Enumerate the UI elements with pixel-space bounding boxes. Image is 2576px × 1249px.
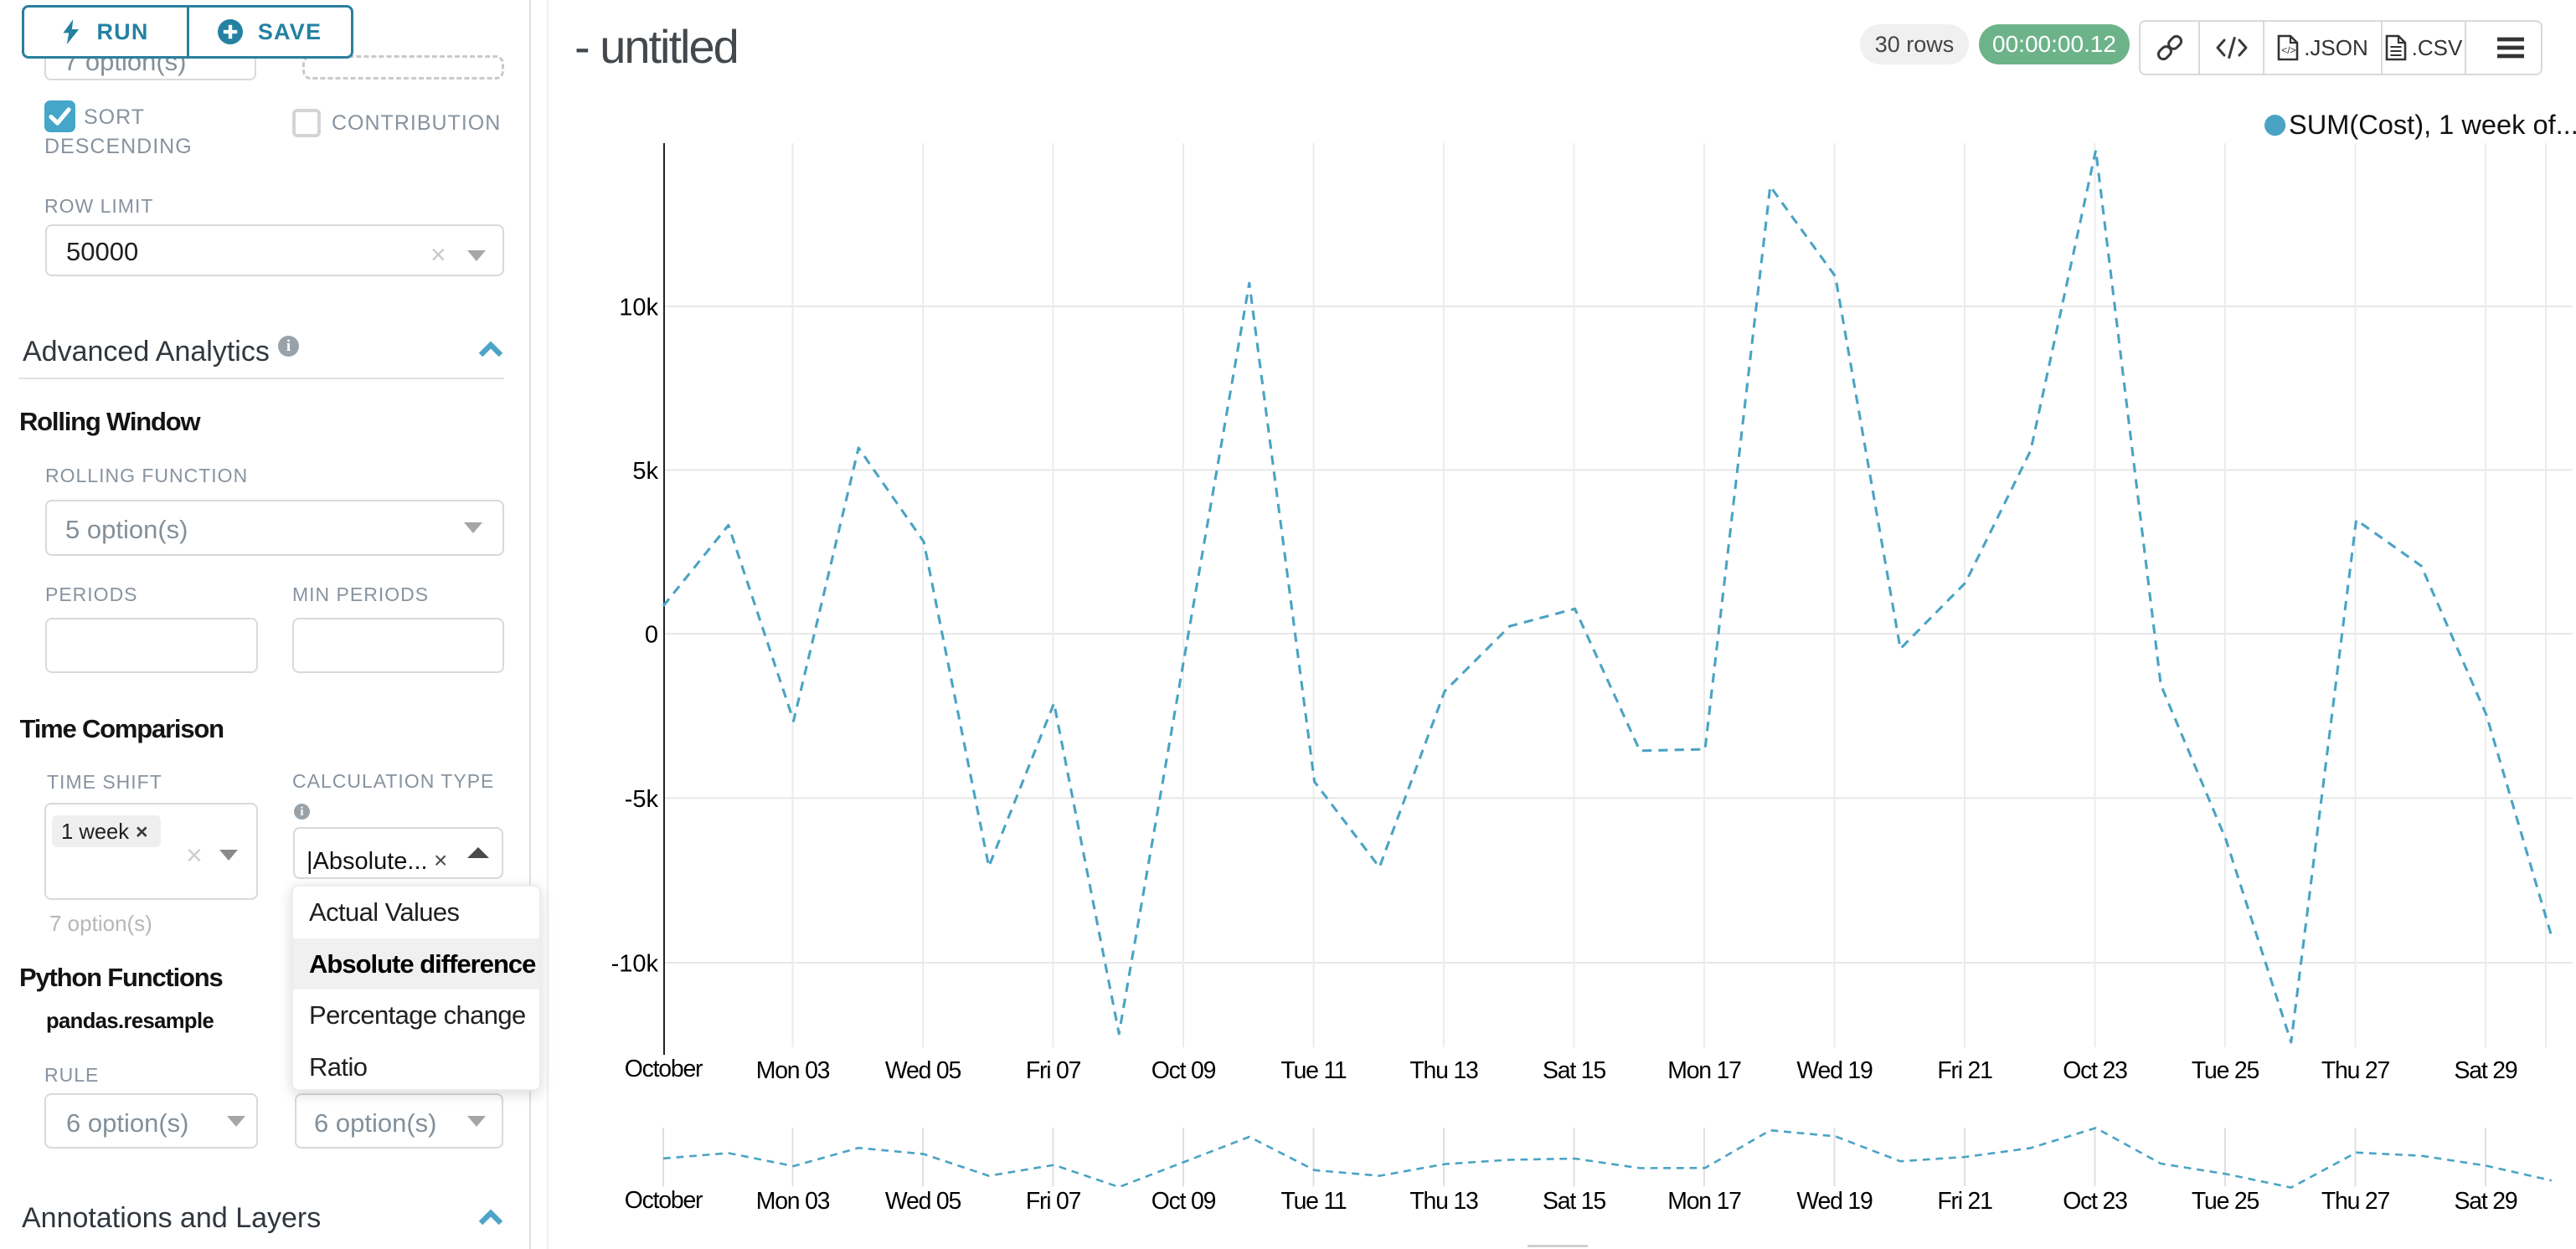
svg-text:Fri 07: Fri 07 bbox=[1026, 1188, 1081, 1215]
svg-text:Fri 21: Fri 21 bbox=[1937, 1188, 1992, 1215]
svg-text:Mon 03: Mon 03 bbox=[756, 1057, 830, 1084]
svg-text:Wed 19: Wed 19 bbox=[1796, 1188, 1873, 1215]
svg-text:Sat 15: Sat 15 bbox=[1543, 1057, 1605, 1084]
svg-text:-10k: -10k bbox=[611, 950, 659, 977]
svg-text:Wed 05: Wed 05 bbox=[885, 1188, 961, 1215]
svg-text:Oct 09: Oct 09 bbox=[1151, 1188, 1216, 1215]
svg-text:10k: 10k bbox=[619, 294, 658, 321]
svg-text:</>: </> bbox=[2281, 44, 2295, 56]
svg-text:0: 0 bbox=[645, 621, 658, 648]
svg-text:Wed 05: Wed 05 bbox=[885, 1057, 961, 1084]
svg-text:-5k: -5k bbox=[625, 786, 659, 813]
svg-text:5k: 5k bbox=[632, 458, 658, 485]
svg-text:Fri 21: Fri 21 bbox=[1937, 1057, 1992, 1084]
svg-text:Thu 13: Thu 13 bbox=[1409, 1057, 1478, 1084]
svg-text:Sat 29: Sat 29 bbox=[2455, 1057, 2517, 1084]
svg-text:Tue 11: Tue 11 bbox=[1280, 1188, 1346, 1215]
svg-text:Oct 09: Oct 09 bbox=[1151, 1057, 1216, 1084]
svg-text:Thu 27: Thu 27 bbox=[2321, 1057, 2390, 1084]
svg-text:Tue 11: Tue 11 bbox=[1280, 1057, 1346, 1084]
svg-text:Wed 19: Wed 19 bbox=[1796, 1057, 1873, 1084]
svg-text:Thu 13: Thu 13 bbox=[1409, 1188, 1478, 1215]
svg-text:Thu 27: Thu 27 bbox=[2321, 1188, 2390, 1215]
svg-text:Sat 29: Sat 29 bbox=[2455, 1188, 2517, 1215]
svg-text:Mon 17: Mon 17 bbox=[1667, 1057, 1741, 1084]
svg-text:Tue 25: Tue 25 bbox=[2192, 1057, 2259, 1084]
svg-text:October: October bbox=[625, 1056, 703, 1082]
svg-text:Fri 07: Fri 07 bbox=[1026, 1057, 1081, 1084]
svg-text:October: October bbox=[625, 1187, 703, 1214]
svg-text:Mon 03: Mon 03 bbox=[756, 1188, 830, 1215]
svg-text:SUM(Cost), 1 week of...: SUM(Cost), 1 week of... bbox=[2289, 109, 2576, 140]
svg-text:Tue 25: Tue 25 bbox=[2192, 1188, 2259, 1215]
svg-text:Oct 23: Oct 23 bbox=[2063, 1188, 2127, 1215]
svg-text:Mon 17: Mon 17 bbox=[1667, 1188, 1741, 1215]
svg-text:Oct 23: Oct 23 bbox=[2063, 1057, 2127, 1084]
svg-text:Sat 15: Sat 15 bbox=[1543, 1188, 1605, 1215]
